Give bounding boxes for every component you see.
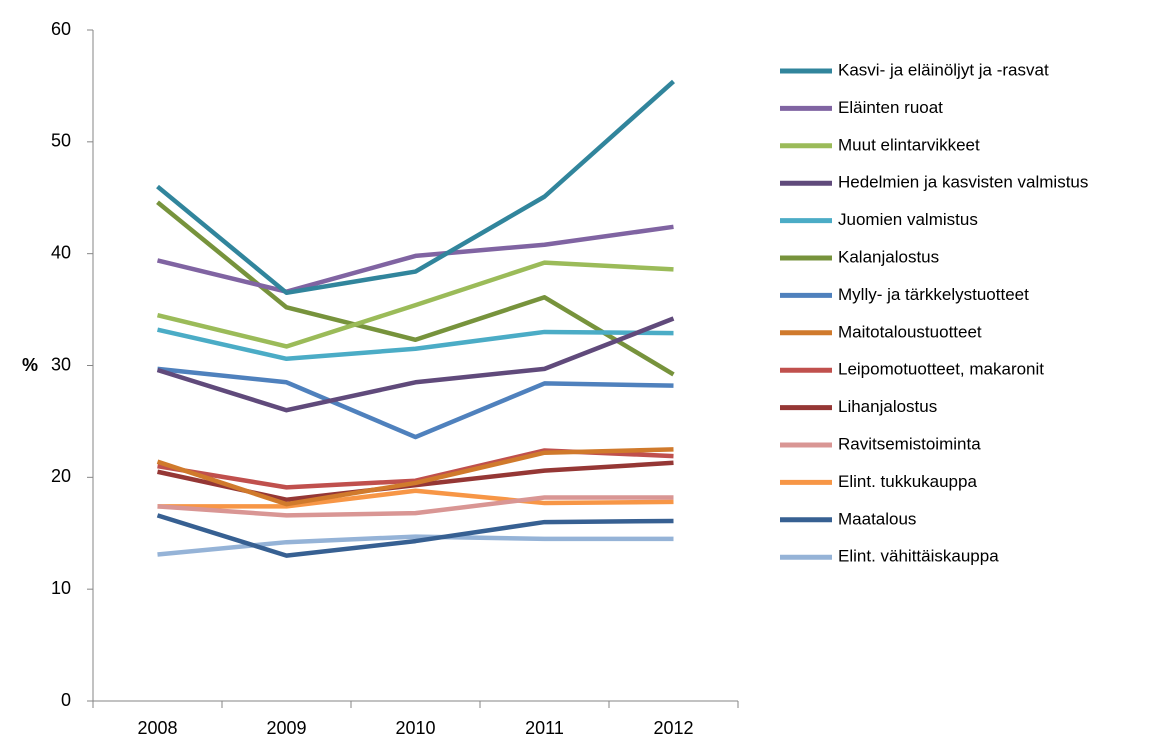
legend-label: Hedelmien ja kasvisten valmistus (838, 173, 1088, 192)
series-line (156, 200, 675, 377)
series-line (157, 534, 674, 557)
series-line (157, 366, 674, 440)
y-tick-label: 60 (51, 19, 71, 39)
y-axis-label: % (22, 355, 38, 375)
legend-label: Eläinten ruoat (838, 98, 943, 117)
legend-label: Mylly- ja tärkkelystuotteet (838, 285, 1029, 304)
y-tick-label: 10 (51, 578, 71, 598)
y-tick-label: 20 (51, 466, 71, 486)
legend-label: Leipomotuotteet, makaronit (838, 360, 1044, 379)
x-tick-label: 2010 (395, 718, 435, 738)
series-line (156, 513, 674, 558)
legend-label: Juomien valmistus (838, 210, 978, 229)
series-line (156, 260, 674, 349)
legend-label: Maatalous (838, 509, 916, 528)
y-tick-label: 0 (61, 690, 71, 710)
series-line (157, 495, 674, 518)
series-line (156, 79, 675, 296)
legend-label: Kasvi- ja eläinöljyt ja -rasvat (838, 60, 1049, 79)
series-line (156, 224, 674, 294)
legend-label: Lihanjalostus (838, 397, 937, 416)
x-tick-label: 2009 (266, 718, 306, 738)
y-tick-label: 30 (51, 354, 71, 374)
y-tick-label: 50 (51, 131, 71, 151)
legend-label: Kalanjalostus (838, 247, 939, 266)
legend-label: Elint. tukkukauppa (838, 472, 977, 491)
x-tick-label: 2012 (653, 718, 693, 738)
y-tick-label: 40 (51, 242, 71, 262)
legend-label: Elint. vähittäiskauppa (838, 547, 999, 566)
series-line (157, 327, 674, 362)
legend-label: Muut elintarvikkeet (838, 135, 980, 154)
x-tick-label: 2011 (525, 718, 564, 738)
series-line (156, 447, 674, 507)
legend-label: Ravitsemistoiminta (838, 434, 981, 453)
series-line (157, 488, 674, 509)
legend-label: Maitotaloustuotteet (838, 322, 982, 341)
series-line (156, 316, 675, 413)
x-tick-label: 2008 (137, 718, 177, 738)
